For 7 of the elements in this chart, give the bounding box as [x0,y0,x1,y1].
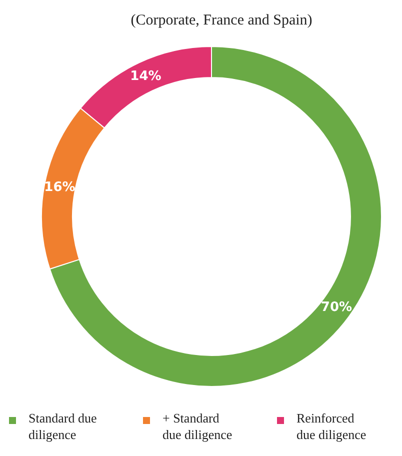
legend-label: + Standard due diligence [162,410,232,442]
chart-title: (Corporate, France and Spain) [130,12,312,28]
data-label: 14% [130,69,162,84]
data-label: 16% [44,180,76,196]
data-label: 70% [320,300,352,315]
legend-label: Reinforced due diligence [296,410,366,442]
legend-label: Standard due diligence [28,410,97,442]
